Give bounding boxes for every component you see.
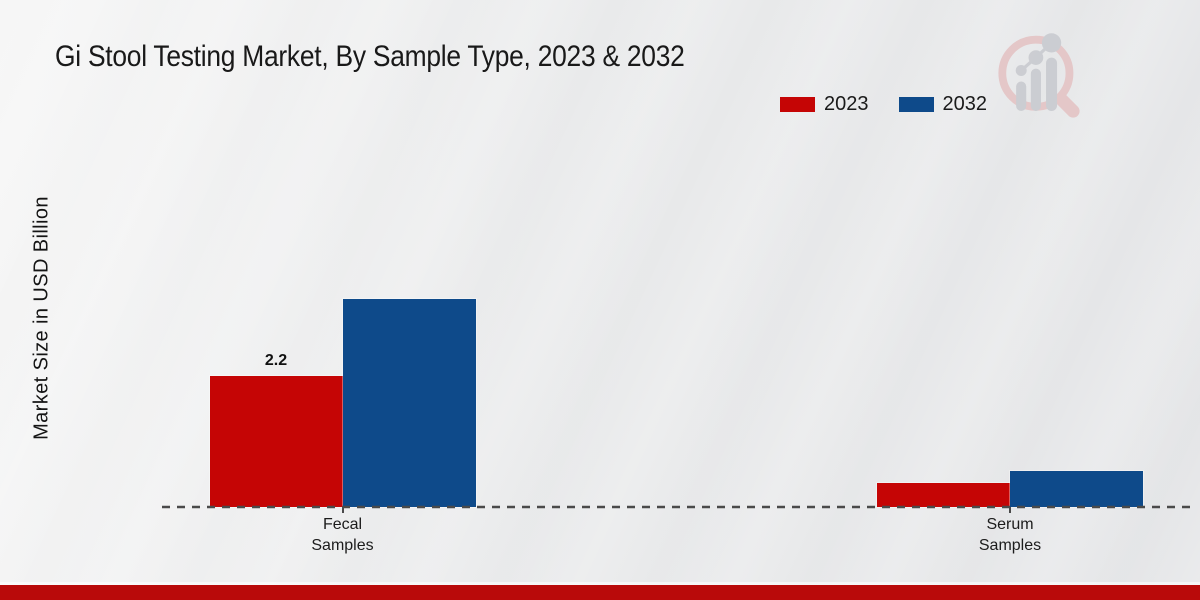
x-axis-tick [1009, 507, 1011, 513]
value-label-2023-fecal-samples: 2.2 [264, 352, 288, 370]
legend-label: 2032 [942, 93, 988, 115]
footer-bar [0, 585, 1200, 600]
chart-title: Gi Stool Testing Market, By Sample Type,… [55, 40, 685, 73]
legend-swatch-2023 [780, 97, 815, 112]
footer-highlight-strip [0, 582, 1200, 585]
legend-item-2023: 2023 [780, 93, 869, 116]
magnifier-bar-chart-logo-icon [998, 33, 1080, 118]
bar-2023-serum-samples [877, 483, 1010, 507]
bar-2023-fecal-samples [209, 376, 343, 507]
bar-2032-fecal-samples [342, 298, 476, 507]
legend-item-2032: 2032 [898, 93, 988, 116]
x-tick-label-serum-samples: Serum Samples [978, 516, 1042, 554]
legend-swatch-2032 [898, 97, 934, 112]
x-tick-label-fecal-samples: Fecal Samples [311, 516, 374, 554]
x-axis-tick [341, 507, 344, 513]
legend: 2023 2032 [780, 93, 987, 116]
legend-label: 2023 [824, 93, 869, 115]
bar-2032-serum-samples [1010, 471, 1143, 507]
